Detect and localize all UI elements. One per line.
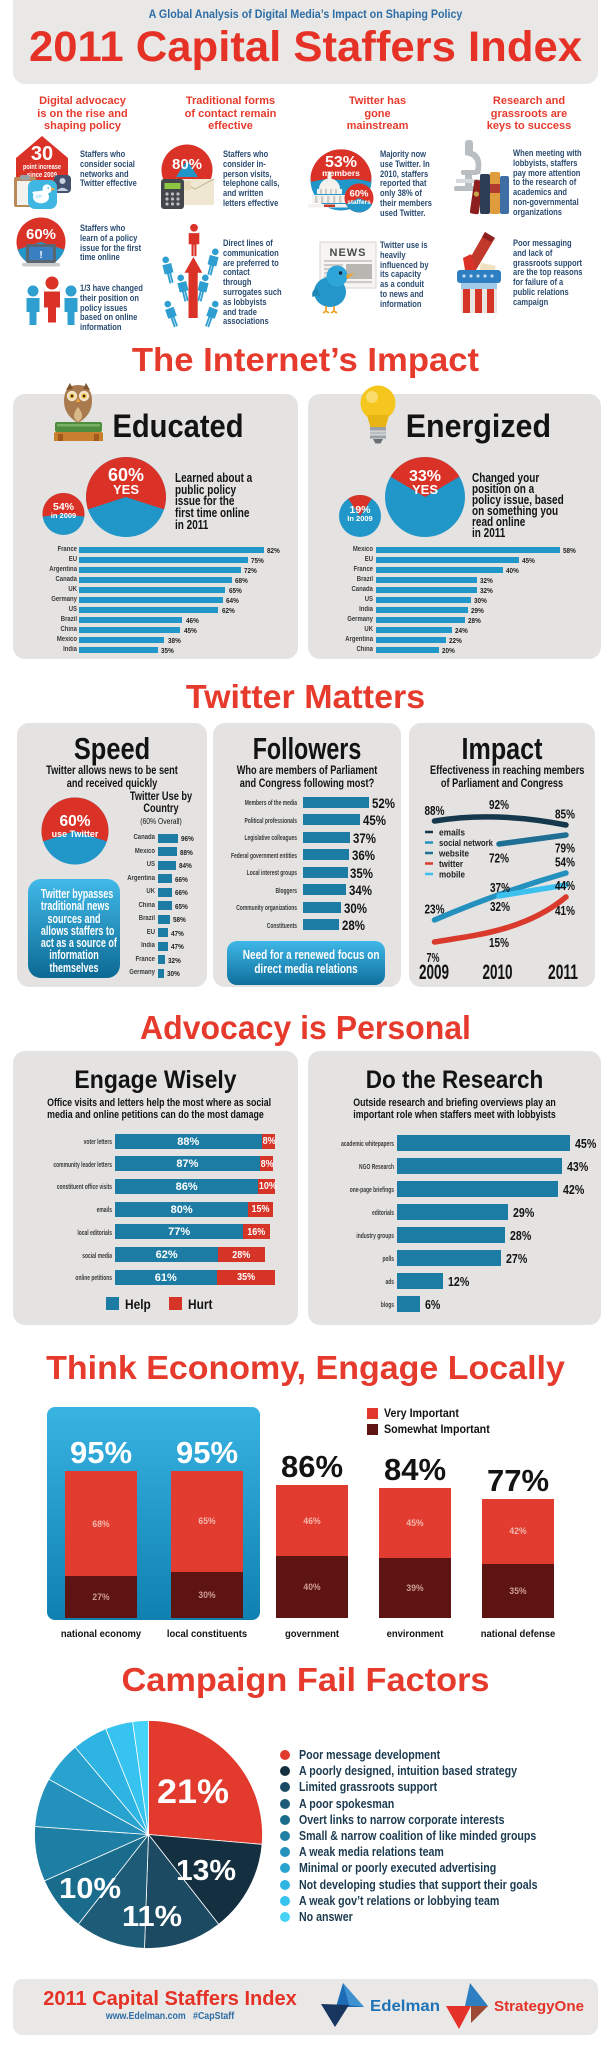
svg-text:19%: 19% — [349, 504, 371, 516]
svg-text:60%: 60% — [108, 465, 144, 485]
svg-text:11%: 11% — [122, 1901, 182, 1933]
svg-text:32%: 32% — [490, 900, 510, 914]
svg-text:2011: 2011 — [548, 961, 578, 984]
svg-text:in 2009: in 2009 — [51, 511, 76, 520]
svg-text:60%: 60% — [349, 189, 369, 200]
svg-text:23%: 23% — [425, 903, 445, 917]
svg-text:88%: 88% — [425, 804, 445, 818]
svg-text:7%: 7% — [427, 951, 440, 965]
svg-text:website: website — [438, 849, 469, 859]
svg-text:60%: 60% — [26, 226, 56, 243]
svg-text:social network: social network — [439, 838, 494, 848]
svg-text:StrategyOne: StrategyOne — [494, 1998, 584, 2015]
svg-text:21%: 21% — [157, 1773, 229, 1811]
svg-text:use Twitter: use Twitter — [52, 829, 99, 839]
svg-text:YES: YES — [113, 482, 139, 497]
svg-text:60%: 60% — [59, 813, 90, 830]
svg-text:NEWS: NEWS — [330, 247, 367, 259]
svg-text:YES: YES — [412, 482, 438, 497]
svg-text:In 2009: In 2009 — [347, 514, 372, 523]
svg-text:41%: 41% — [555, 904, 575, 918]
svg-text:mobile: mobile — [439, 870, 465, 880]
svg-text:92%: 92% — [489, 798, 509, 812]
svg-text:15%: 15% — [489, 936, 509, 950]
svg-text:79%: 79% — [555, 842, 575, 856]
svg-text:members: members — [322, 168, 360, 178]
svg-text:!: ! — [39, 250, 42, 261]
svg-text:54%: 54% — [53, 501, 75, 513]
svg-text:emails: emails — [439, 828, 465, 838]
svg-text:13%: 13% — [176, 1855, 236, 1887]
svg-text:54%: 54% — [555, 856, 575, 870]
svg-text:37%: 37% — [490, 881, 510, 895]
svg-text:Edelman: Edelman — [370, 1998, 440, 2015]
svg-text:85%: 85% — [555, 808, 575, 822]
svg-text:10%: 10% — [59, 1873, 121, 1905]
svg-text:since 2009: since 2009 — [27, 170, 57, 179]
svg-text:2009: 2009 — [419, 961, 449, 984]
svg-text:80%: 80% — [172, 156, 202, 173]
svg-text:44%: 44% — [555, 879, 575, 893]
svg-text:30: 30 — [31, 143, 53, 165]
svg-text:staffers: staffers — [347, 199, 371, 206]
svg-text:53%: 53% — [325, 154, 357, 171]
svg-text:33%: 33% — [409, 468, 441, 485]
svg-text:point increase: point increase — [23, 162, 61, 171]
svg-text:twitter: twitter — [439, 859, 463, 869]
svg-text:2010: 2010 — [483, 961, 513, 984]
svg-text:72%: 72% — [489, 852, 509, 866]
